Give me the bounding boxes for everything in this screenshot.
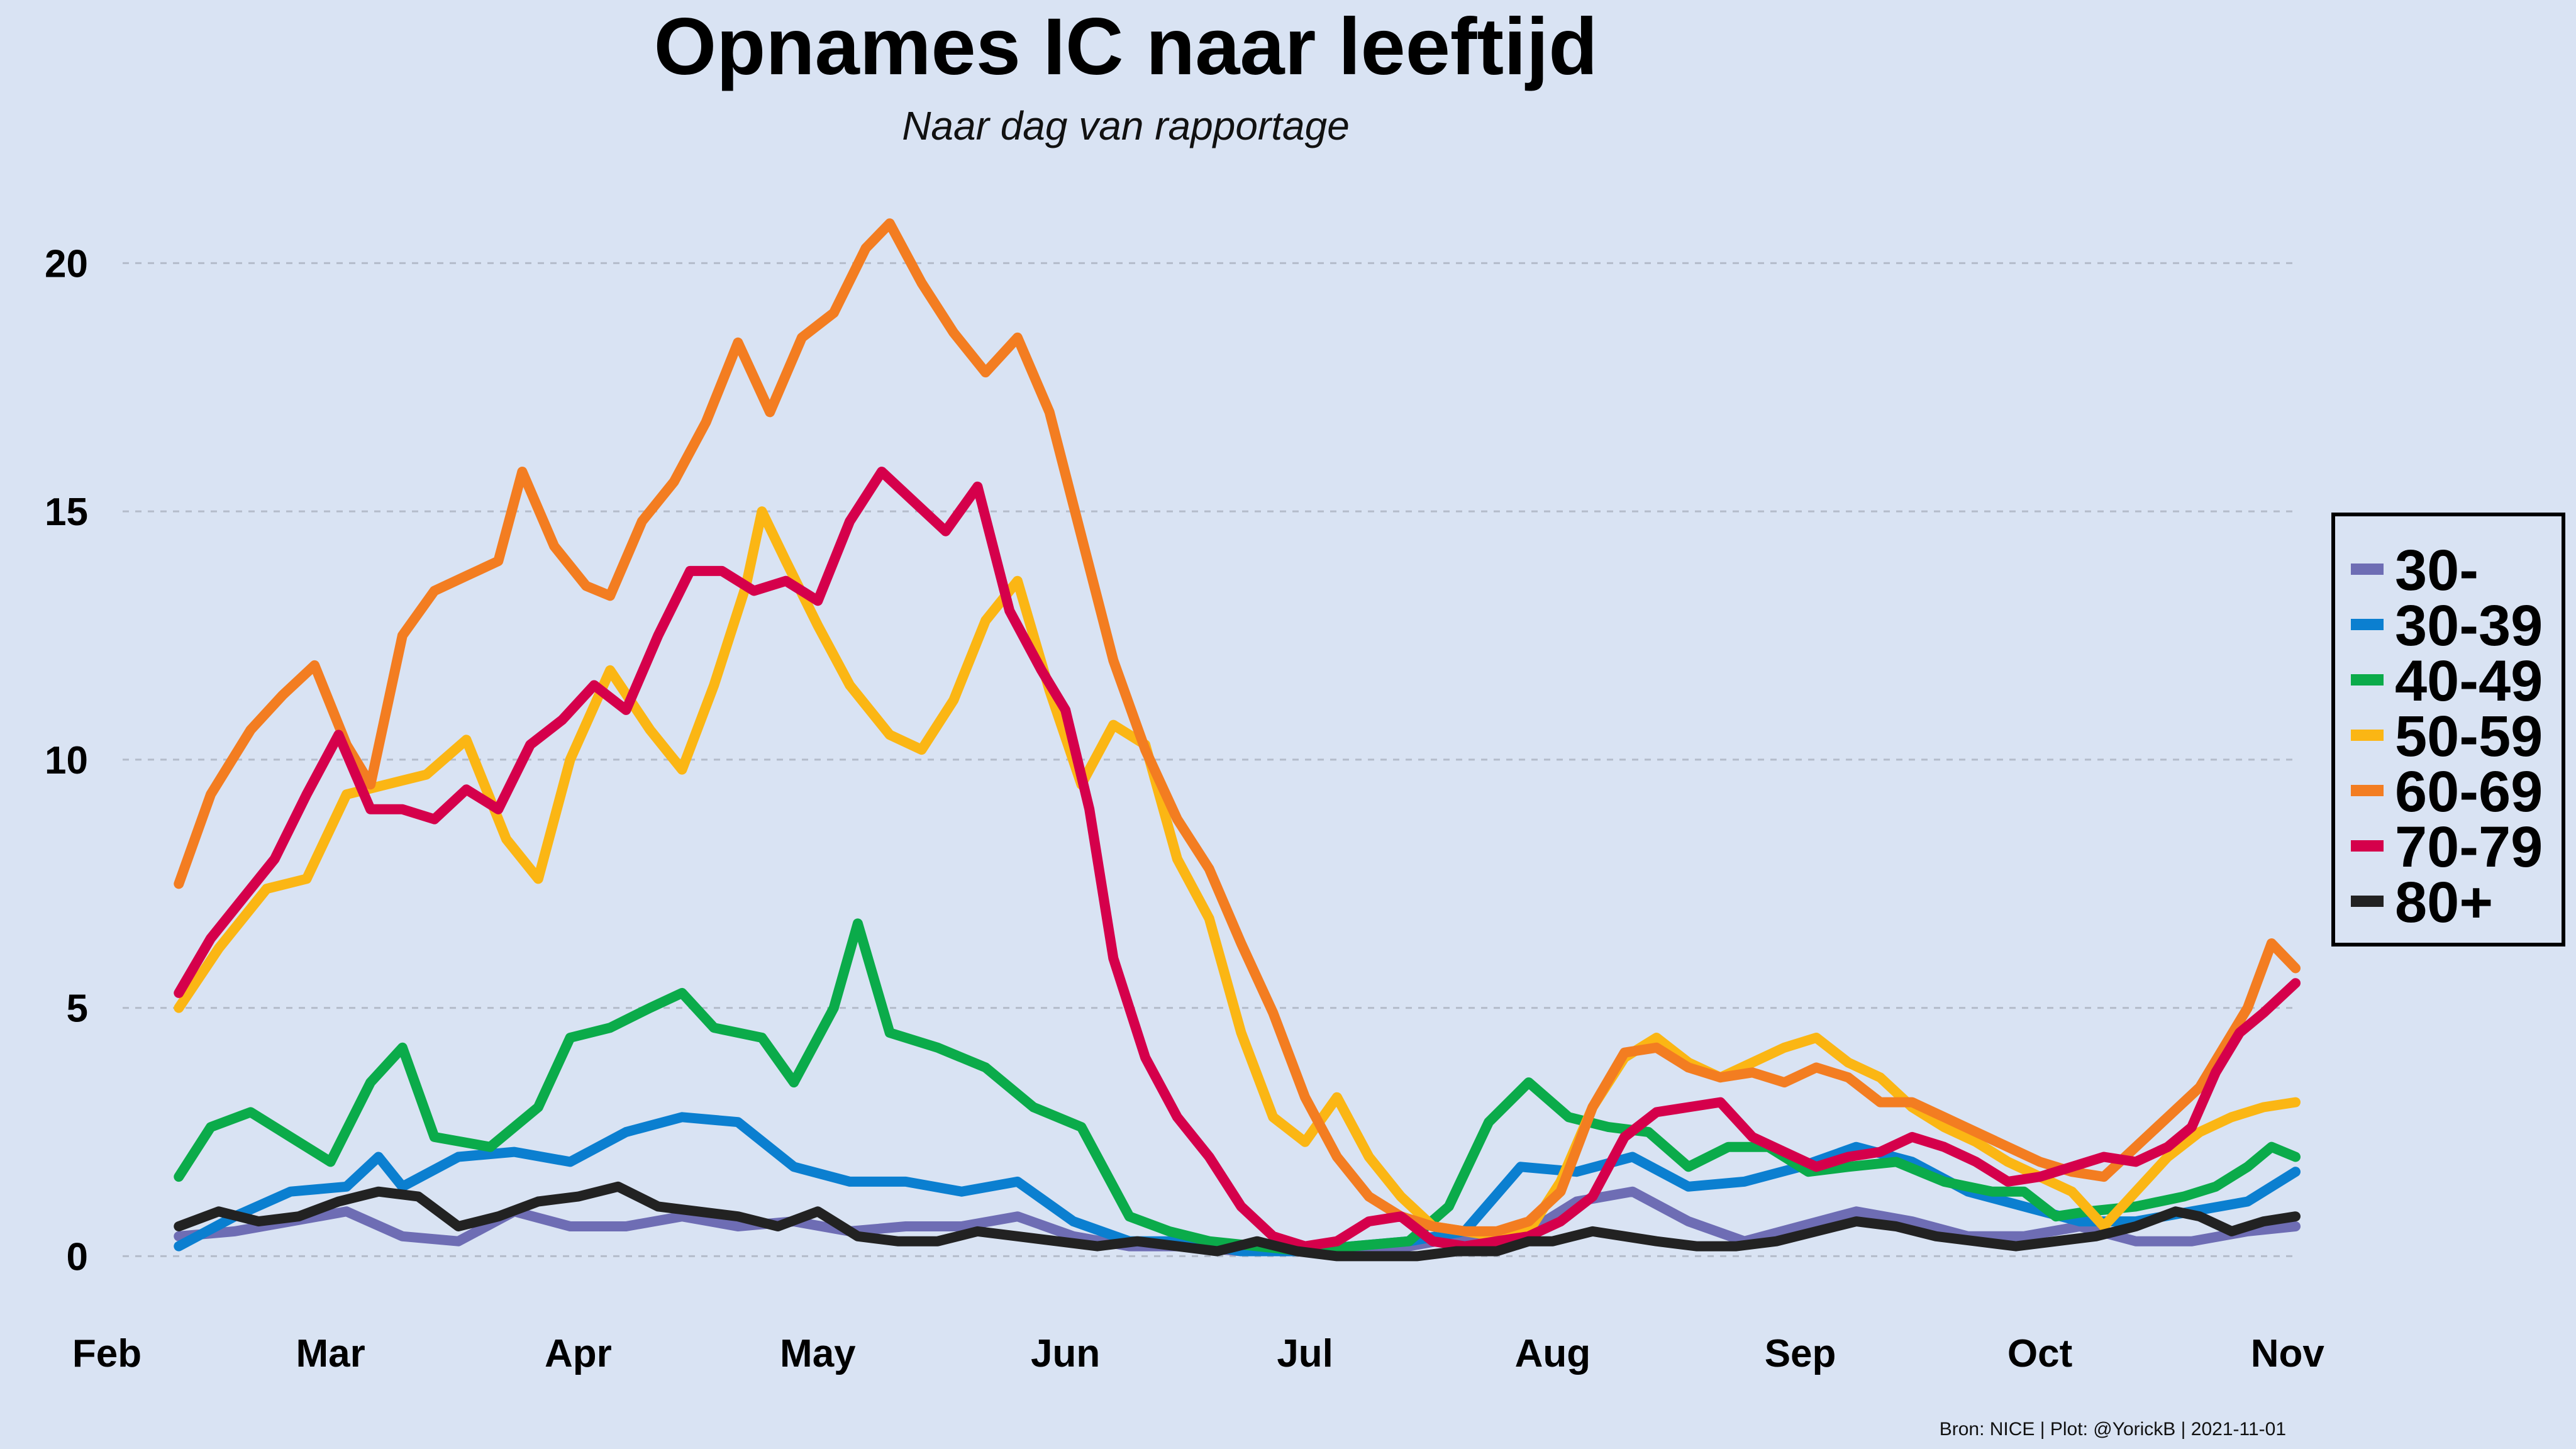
x-axis: Feb Mar Apr May Jun Jul Aug Sep Oct Nov	[72, 1332, 2324, 1375]
series-line-80+	[174, 1181, 2301, 1262]
legend-label-80+: 80+	[2395, 870, 2493, 935]
series-line-50-59	[174, 506, 2301, 1241]
chart-subtitle: Naar dag van rapportage	[902, 103, 1350, 148]
y-tick-label: 10	[45, 739, 88, 782]
legend-label-40-49: 40-49	[2395, 649, 2543, 713]
source-caption: Bron: NICE | Plot: @YorickB | 2021-11-01	[1940, 1419, 2286, 1440]
x-tick-label-aug: Aug	[1515, 1332, 1591, 1375]
legend-label-60-69: 60-69	[2395, 760, 2543, 824]
series-line-70-79	[174, 467, 2301, 1252]
x-tick-label-feb: Feb	[72, 1332, 142, 1375]
y-grid	[123, 262, 2299, 1257]
x-tick-label-mar: Mar	[296, 1332, 365, 1375]
y-tick-label: 20	[45, 242, 88, 286]
chart-title: Opnames IC naar leeftijd	[654, 2, 1598, 92]
x-tick-label-nov: Nov	[2251, 1332, 2325, 1375]
y-tick-label: 5	[67, 987, 88, 1031]
y-tick-label: 15	[45, 491, 88, 534]
legend-label-70-79: 70-79	[2395, 815, 2543, 879]
x-tick-label-apr: Apr	[545, 1332, 612, 1375]
x-tick-label-sep: Sep	[1765, 1332, 1836, 1375]
x-tick-label-jul: Jul	[1277, 1332, 1333, 1375]
y-axis: 0 5 10 15 20	[45, 242, 88, 1279]
legend-label-30-: 30-	[2395, 538, 2479, 602]
legend-label-30-39: 30-39	[2395, 594, 2543, 658]
x-tick-label-jun: Jun	[1031, 1332, 1100, 1375]
plot-area	[174, 218, 2301, 1262]
x-tick-label-oct: Oct	[2007, 1332, 2072, 1375]
legend-label-50-59: 50-59	[2395, 704, 2543, 769]
x-tick-label-may: May	[780, 1332, 856, 1375]
series-line-60-69	[174, 218, 2301, 1236]
y-tick-label: 0	[67, 1235, 88, 1279]
